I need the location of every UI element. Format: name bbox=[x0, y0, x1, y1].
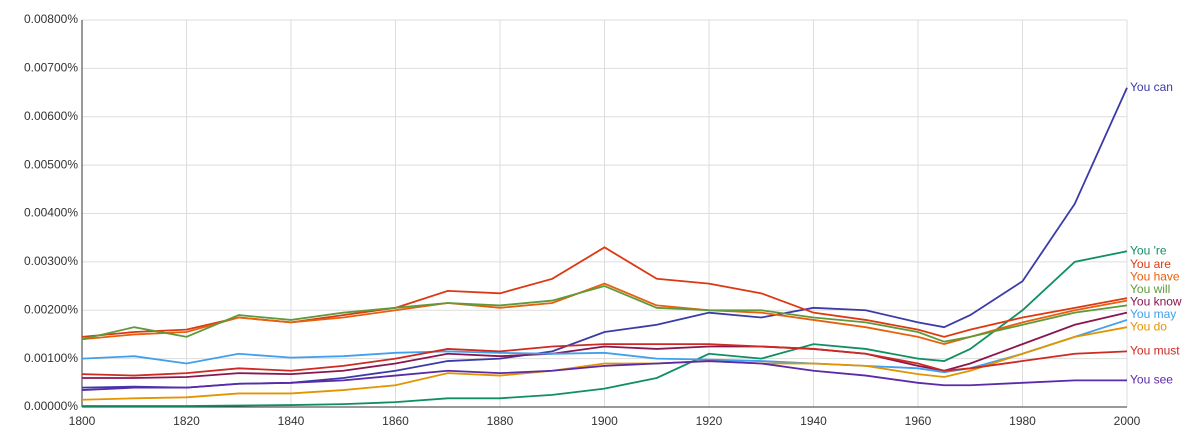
legend-label: You will bbox=[1130, 282, 1170, 296]
x-tick-label: 1840 bbox=[278, 414, 305, 428]
x-tick-label: 1960 bbox=[905, 414, 932, 428]
legend-label: You know bbox=[1130, 294, 1182, 308]
x-tick-label: 2000 bbox=[1114, 414, 1141, 428]
legend-label: You see bbox=[1130, 373, 1173, 387]
x-tick-label: 1900 bbox=[591, 414, 618, 428]
x-tick-label: 1860 bbox=[382, 414, 409, 428]
series-line bbox=[81, 282, 1128, 346]
x-tick-label: 1980 bbox=[1009, 414, 1036, 428]
series-line bbox=[81, 326, 1128, 401]
legend-label: You 're bbox=[1130, 243, 1167, 257]
legend-label: You are bbox=[1130, 257, 1171, 271]
series-line bbox=[81, 285, 1128, 343]
series-line bbox=[82, 311, 1128, 379]
y-tick-label: 0.00100% bbox=[24, 351, 78, 365]
y-tick-label: 0.00300% bbox=[24, 254, 78, 268]
x-tick-label: 1920 bbox=[696, 414, 723, 428]
y-tick-label: 0.00500% bbox=[24, 157, 78, 171]
y-tick-label: 0.00200% bbox=[24, 302, 78, 316]
y-tick-label: 0.00700% bbox=[24, 61, 78, 75]
x-tick-label: 1800 bbox=[69, 414, 96, 428]
legend-label: You can bbox=[1130, 80, 1173, 94]
x-tick-label: 1820 bbox=[173, 414, 200, 428]
legend-label: You may bbox=[1130, 307, 1176, 321]
legend-label: You have bbox=[1130, 269, 1180, 283]
y-tick-label: 0.00800% bbox=[24, 12, 78, 26]
y-tick-label: 0.00400% bbox=[24, 206, 78, 220]
series-line bbox=[82, 250, 1128, 407]
legend-label: You do bbox=[1130, 319, 1167, 333]
y-tick-label: 0.00600% bbox=[24, 109, 78, 123]
legend-label: You must bbox=[1130, 344, 1180, 358]
series-line bbox=[81, 343, 1128, 377]
x-tick-label: 1880 bbox=[487, 414, 514, 428]
series-line bbox=[81, 360, 1127, 391]
x-tick-label: 1940 bbox=[800, 414, 827, 428]
y-tick-label: 0.00000% bbox=[24, 399, 78, 413]
